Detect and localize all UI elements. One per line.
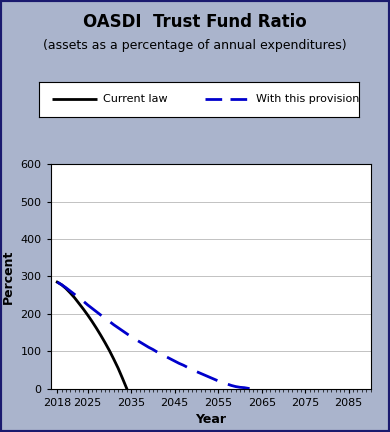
X-axis label: Year: Year [195,413,226,426]
Text: Current law: Current law [103,94,168,105]
Y-axis label: Percent: Percent [2,249,15,304]
Text: OASDI  Trust Fund Ratio: OASDI Trust Fund Ratio [83,13,307,31]
Text: With this provision: With this provision [257,94,360,105]
Text: (assets as a percentage of annual expenditures): (assets as a percentage of annual expend… [43,39,347,52]
